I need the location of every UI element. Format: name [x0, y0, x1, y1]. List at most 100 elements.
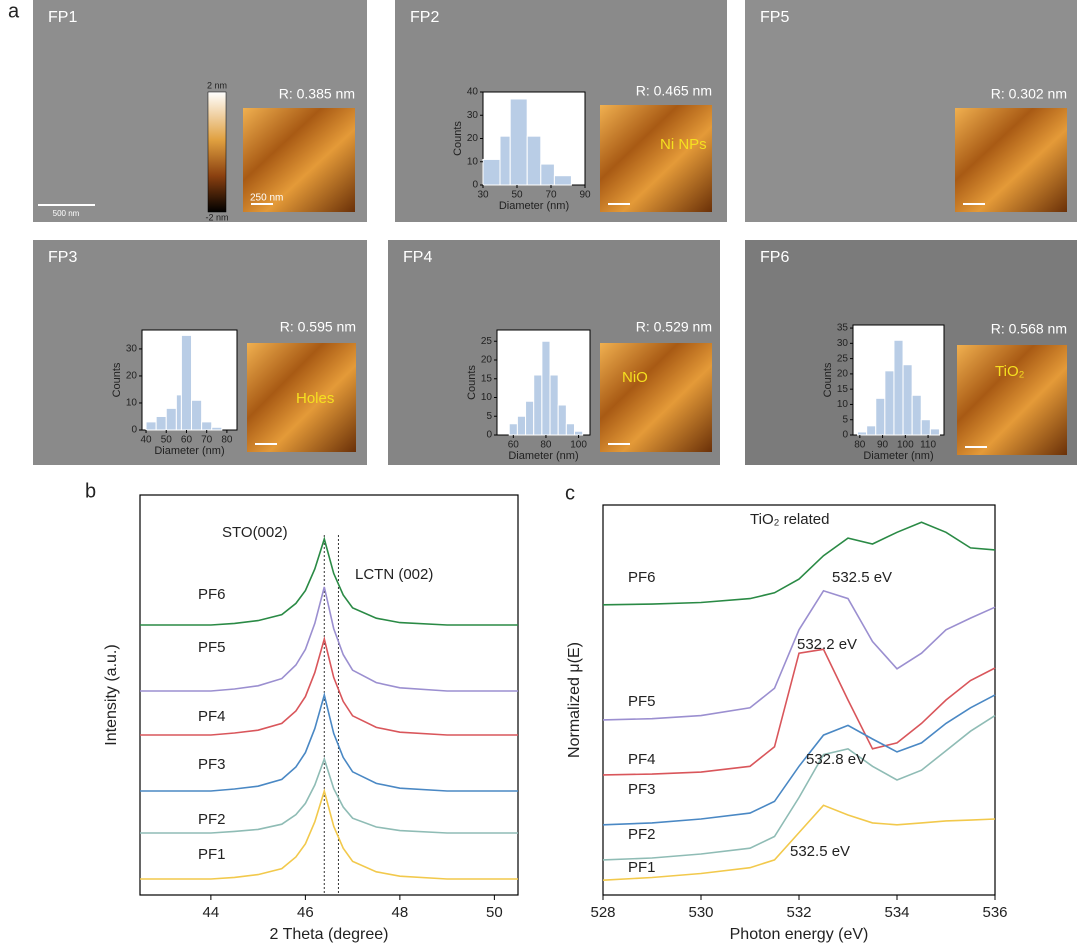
x-axis-title: Diameter (nm) [863, 450, 933, 462]
y-tick-label: 10 [126, 398, 138, 409]
y-axis-title: Counts [466, 365, 478, 400]
bar [540, 163, 555, 186]
y-tick-label: 0 [472, 180, 478, 191]
colorbar-label: 2 nm [207, 80, 227, 90]
x-tick-label: 50 [486, 904, 503, 921]
feature-label: Ni NPs [660, 136, 707, 153]
x-tick-label: 60 [508, 440, 520, 451]
image-label: FP2 [410, 9, 439, 26]
annotation: STO(002) [222, 524, 288, 541]
series-label: PF6 [198, 586, 226, 603]
bar [893, 339, 904, 436]
panel-label: c [565, 482, 575, 504]
series-line [140, 788, 518, 880]
y-tick-label: 10 [481, 392, 493, 403]
x-axis-title: Diameter (nm) [499, 200, 569, 212]
y-tick-label: 25 [837, 353, 849, 364]
bar [902, 364, 913, 436]
y-tick-label: 35 [837, 323, 849, 334]
bar [557, 404, 567, 436]
annotation: 532.8 eV [806, 751, 866, 768]
bar [565, 423, 575, 436]
bar [201, 421, 213, 431]
x-tick-label: 110 [920, 440, 936, 451]
roughness: R: 0.595 nm [280, 319, 356, 335]
x-tick-label: 536 [982, 904, 1007, 921]
bar [875, 397, 886, 436]
y-tick-label: 30 [126, 344, 138, 355]
x-axis-title: Photon energy (eV) [730, 926, 869, 943]
bar [541, 340, 551, 436]
series-label: PF2 [198, 811, 226, 828]
annotation: 532.5 eV [832, 569, 892, 586]
y-tick-label: 15 [837, 384, 849, 395]
y-tick-label: 30 [837, 338, 849, 349]
afm-inset [600, 105, 712, 212]
y-tick-label: 5 [486, 411, 492, 422]
x-axis-title: Diameter (nm) [508, 450, 578, 462]
bar [525, 400, 535, 436]
x-tick-label: 530 [688, 904, 713, 921]
annotation: 532.5 eV [790, 843, 850, 860]
y-tick-label: 10 [837, 399, 849, 410]
series-label: PF1 [198, 846, 226, 863]
series-label: PF2 [628, 826, 656, 843]
x-tick-label: 80 [854, 440, 866, 451]
bar [929, 428, 940, 436]
y-tick-label: 20 [481, 355, 493, 366]
x-tick-label: 90 [579, 190, 591, 201]
series-line [602, 694, 996, 826]
y-tick-label: 20 [467, 133, 479, 144]
panel-label: a [8, 0, 20, 22]
x-axis-title: Diameter (nm) [154, 445, 224, 457]
x-tick-label: 46 [297, 904, 314, 921]
y-axis-title: Counts [452, 121, 464, 156]
series-line [140, 586, 518, 692]
bar [857, 431, 868, 436]
bar [533, 374, 543, 436]
series-line [140, 756, 518, 834]
feature-label: TiO₂ [995, 363, 1025, 380]
annotation: LCTN (002) [355, 566, 433, 583]
roughness: R: 0.385 nm [279, 86, 355, 102]
colorbar-label: -2 nm [205, 212, 228, 222]
series-label: PF1 [628, 859, 656, 876]
y-tick-label: 40 [467, 87, 479, 98]
series-label: PF6 [628, 569, 656, 586]
y-tick-label: 25 [481, 336, 493, 347]
y-axis-title: Normalized μ(E) [566, 642, 583, 758]
roughness: R: 0.302 nm [991, 86, 1067, 102]
y-tick-label: 0 [486, 430, 492, 441]
bar [155, 415, 167, 431]
y-axis-title: Counts [111, 362, 123, 397]
series-label: PF4 [628, 751, 656, 768]
bar [866, 425, 877, 436]
x-tick-label: 70 [545, 190, 557, 201]
x-tick-label: 80 [221, 435, 233, 446]
x-tick-label: 80 [540, 440, 552, 451]
roughness: R: 0.465 nm [636, 83, 712, 99]
bar [499, 135, 511, 186]
bar [191, 399, 203, 431]
bar [911, 394, 922, 436]
y-tick-label: 0 [131, 425, 137, 436]
x-tick-label: 534 [884, 904, 909, 921]
afm-inset [600, 343, 712, 452]
series-line [602, 714, 996, 861]
afm-inset [247, 343, 356, 452]
bar [549, 374, 559, 436]
series-line [140, 691, 518, 792]
annotation: TiO₂ related [750, 511, 829, 528]
y-tick-label: 20 [126, 371, 138, 382]
panel-label: b [85, 480, 96, 502]
x-tick-label: 100 [570, 440, 587, 451]
plot-area [602, 504, 996, 896]
y-tick-label: 5 [842, 414, 848, 425]
y-tick-label: 0 [842, 430, 848, 441]
plot-area [139, 494, 519, 896]
x-tick-label: 90 [877, 440, 889, 451]
x-tick-label: 40 [140, 435, 152, 446]
series-line [602, 804, 996, 881]
bar [574, 430, 584, 436]
